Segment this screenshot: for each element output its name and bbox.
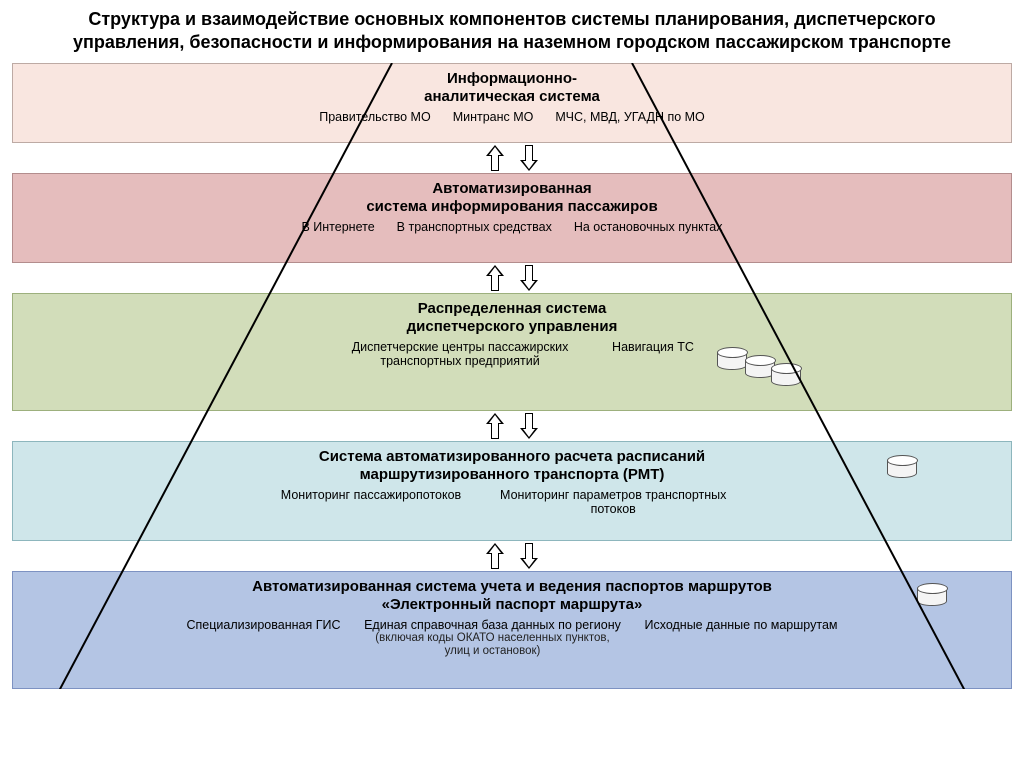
layer-subitems: Диспетчерские центры пассажирских трансп… (25, 340, 999, 369)
layer-subitem: Мониторинг параметров транспортных поток… (483, 488, 743, 517)
layer-subitem: Правительство МО (319, 110, 430, 124)
arrow-down-icon (519, 265, 539, 291)
layer-title: Автоматизированная система учета и веден… (25, 578, 999, 614)
arrow-up-icon (485, 145, 505, 171)
layer-subitem-note: (включая коды ОКАТО населенных пунктов, … (362, 632, 622, 658)
arrow-connector-row (12, 541, 1012, 571)
database-icon (917, 584, 951, 612)
layer-title: Распределенная системадиспетчерского упр… (25, 300, 999, 336)
layer-subitem: В транспортных средствах (397, 220, 552, 234)
layer-1: Информационно-аналитическая система Прави… (12, 63, 1012, 143)
layer-3: Распределенная системадиспетчерского упр… (12, 293, 1012, 411)
page-title: Структура и взаимодействие основных комп… (0, 0, 1024, 57)
layer-subitem: Навигация ТС (612, 340, 694, 369)
arrow-connector-row (12, 263, 1012, 293)
arrow-down-icon (519, 413, 539, 439)
pyramid-diagram: Информационно-аналитическая система Прави… (12, 63, 1012, 689)
arrow-down-icon (519, 543, 539, 569)
database-icon (771, 364, 805, 392)
layer-subitem: На остановочных пунктах (574, 220, 723, 234)
arrow-up-icon (485, 543, 505, 569)
layer-subitem: МЧС, МВД, УГАДН по МО (555, 110, 704, 124)
layer-subitem: Мониторинг пассажиропотоков (281, 488, 461, 517)
layer-5: Автоматизированная система учета и веден… (12, 571, 1012, 689)
database-icon (887, 456, 921, 484)
layer-subitems: Правительство МО Минтранс МО МЧС, МВД, УГА… (25, 110, 999, 124)
arrow-up-icon (485, 413, 505, 439)
layer-title: Информационно-аналитическая система (25, 70, 999, 106)
arrow-down-icon (519, 145, 539, 171)
layer-subitem: В Интернете (301, 220, 374, 234)
layer-subitem: Исходные данные по маршрутам (644, 618, 837, 659)
layer-subitem: Единая справочная база данных по региону… (362, 618, 622, 659)
layer-subitems: Специализированная ГИС Единая справочная … (25, 618, 999, 659)
layer-title: Система автоматизированного расчета расп… (25, 448, 999, 484)
layer-title: Автоматизированнаясистема информирования… (25, 180, 999, 216)
arrow-up-icon (485, 265, 505, 291)
layer-subitems: Мониторинг пассажиропотоков Мониторинг па… (25, 488, 999, 517)
arrow-connector-row (12, 143, 1012, 173)
layer-subitems: В Интернете В транспортных средствах На ос… (25, 220, 999, 234)
layer-subitem: Специализированная ГИС (187, 618, 341, 659)
arrow-connector-row (12, 411, 1012, 441)
layer-subitem: Минтранс МО (453, 110, 534, 124)
layer-subitem: Диспетчерские центры пассажирских трансп… (330, 340, 590, 369)
layer-4: Система автоматизированного расчета расп… (12, 441, 1012, 541)
layer-2: Автоматизированнаясистема информирования… (12, 173, 1012, 263)
